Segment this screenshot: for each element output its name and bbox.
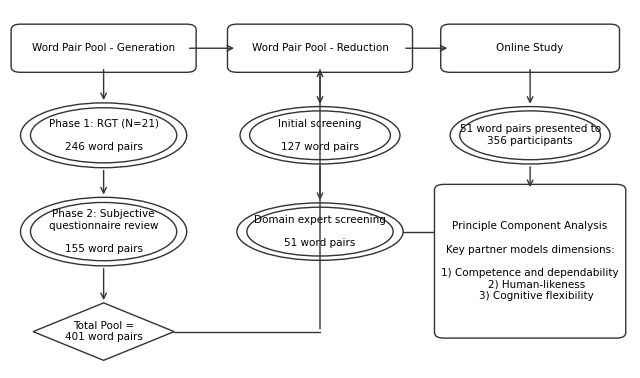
Text: Word Pair Pool - Generation: Word Pair Pool - Generation [32, 43, 175, 53]
Ellipse shape [240, 107, 400, 164]
Ellipse shape [20, 197, 187, 266]
Ellipse shape [460, 111, 600, 160]
Text: Online Study: Online Study [497, 43, 564, 53]
Text: Domain expert screening

51 word pairs: Domain expert screening 51 word pairs [254, 215, 386, 248]
FancyBboxPatch shape [11, 24, 196, 72]
FancyBboxPatch shape [435, 184, 626, 338]
Text: Total Pool =
401 word pairs: Total Pool = 401 word pairs [65, 321, 143, 342]
Ellipse shape [250, 111, 390, 160]
Text: Phase 2: Subjective
questionnaire review

155 word pairs: Phase 2: Subjective questionnaire review… [49, 209, 158, 254]
Polygon shape [33, 303, 174, 360]
FancyBboxPatch shape [227, 24, 413, 72]
Text: Initial screening

127 word pairs: Initial screening 127 word pairs [278, 119, 362, 152]
Ellipse shape [450, 107, 610, 164]
Ellipse shape [247, 207, 393, 256]
Ellipse shape [20, 103, 187, 168]
Text: Word Pair Pool - Reduction: Word Pair Pool - Reduction [252, 43, 388, 53]
Ellipse shape [31, 108, 177, 163]
Text: 51 word pairs presented to
356 participants: 51 word pairs presented to 356 participa… [460, 124, 601, 146]
FancyBboxPatch shape [441, 24, 620, 72]
Ellipse shape [237, 203, 403, 260]
Text: Principle Component Analysis

Key partner models dimensions:

1) Competence and : Principle Component Analysis Key partner… [442, 222, 619, 301]
Text: Phase 1: RGT (N=21)

246 word pairs: Phase 1: RGT (N=21) 246 word pairs [49, 119, 159, 152]
Ellipse shape [31, 203, 177, 261]
